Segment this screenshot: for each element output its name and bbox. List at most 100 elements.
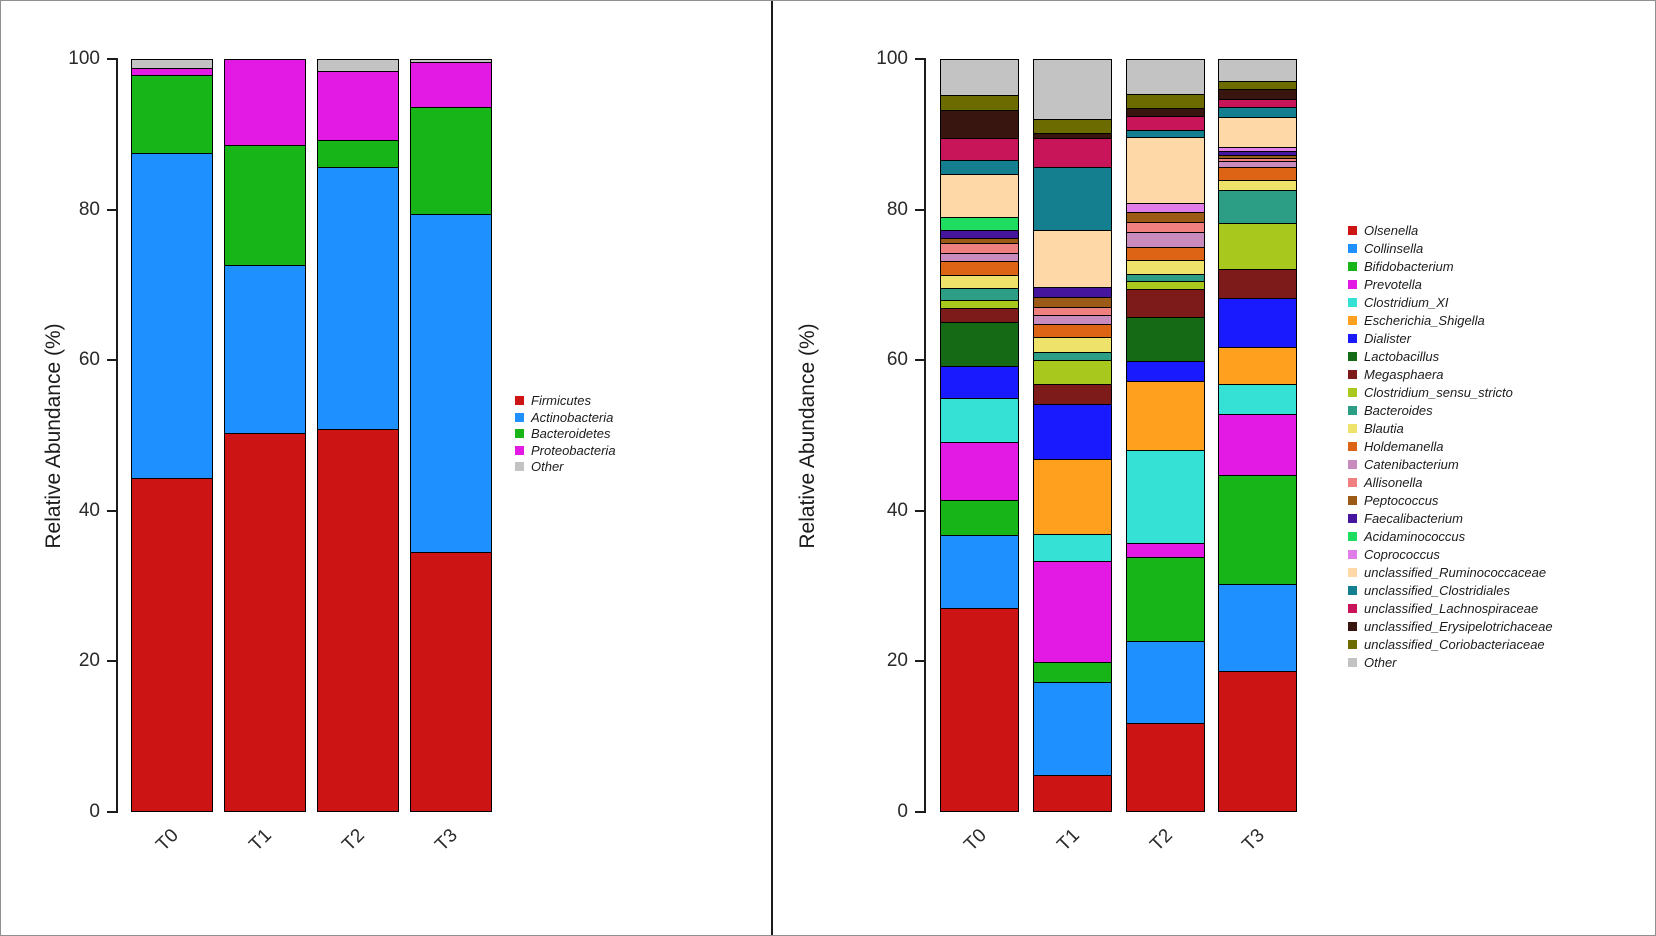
bar-segment-Bacteroidetes <box>318 139 398 167</box>
bar-segment-Prevotella <box>1127 543 1204 557</box>
panel-divider <box>771 1 773 935</box>
left-y-tick-label: 80 <box>78 198 100 220</box>
legend-swatch-Faecalibacterium <box>1348 514 1357 523</box>
legend-label: Holdemanella <box>1364 439 1444 454</box>
bar-segment-unclassified_Ruminococcaceae <box>1127 136 1204 203</box>
legend-swatch-Other <box>515 462 524 471</box>
bar-segment-Faecalibacterium <box>1219 150 1296 156</box>
bar-segment-Clostridium_XI <box>1219 384 1296 415</box>
bar-segment-Megasphaera <box>1127 288 1204 318</box>
right-y-tick <box>915 509 924 512</box>
bar-segment-unclassified_Ruminococcaceae <box>1034 230 1111 287</box>
legend-label: Other <box>1364 655 1397 670</box>
left-y-tick-label: 20 <box>78 650 100 672</box>
left-x-label-T2: T2 <box>338 825 369 856</box>
bar-segment-Bifidobacterium <box>941 499 1018 536</box>
right-y-tick-label: 20 <box>886 650 908 672</box>
bar-segment-Bacteroides <box>1034 352 1111 361</box>
bar-segment-Megasphaera <box>941 307 1018 322</box>
bar-segment-unclassified_Erysipelotrichaceae <box>1127 108 1204 117</box>
bar-segment-Olsenella <box>941 608 1018 811</box>
left-y-tick <box>107 660 116 663</box>
bar-segment-Other <box>411 60 491 63</box>
bar-segment-Bacteroidetes <box>225 144 305 266</box>
legend-swatch-Clostridium_XI <box>1348 298 1357 307</box>
legend-swatch-Bifidobacterium <box>1348 262 1357 271</box>
bar-segment-Peptococcus <box>1219 155 1296 159</box>
bar-segment-Actinobacteria <box>411 213 491 552</box>
bar-segment-Blautia <box>1219 180 1296 190</box>
legend-swatch-Bacteroidetes <box>515 429 524 438</box>
legend-label: Catenibacterium <box>1364 457 1459 472</box>
legend-swatch-unclassified_Coriobacteriaceae <box>1348 640 1357 649</box>
bar-segment-Clostridium_XI <box>1127 449 1204 544</box>
left-bar-T1 <box>224 59 306 812</box>
right-y-tick-label: 80 <box>886 198 908 220</box>
bar-segment-Clostridium_sensu_stricto <box>1034 360 1111 384</box>
bar-segment-Proteobacteria <box>411 62 491 107</box>
bar-segment-Actinobacteria <box>132 153 212 479</box>
legend-label: Dialister <box>1364 331 1411 346</box>
bar-segment-Coprococcus <box>1127 202 1204 213</box>
bar-segment-unclassified_Clostridiales <box>941 159 1018 175</box>
bar-segment-Blautia <box>941 274 1018 289</box>
legend-label: Bacteroides <box>1364 403 1433 418</box>
bar-segment-unclassified_Clostridiales <box>1034 167 1111 231</box>
bar-segment-Peptococcus <box>1127 212 1204 223</box>
right-bar-T2 <box>1126 59 1205 812</box>
bar-segment-Other <box>941 60 1018 95</box>
bar-segment-Holdemanella <box>941 261 1018 275</box>
legend-label: Bacteroidetes <box>531 426 611 441</box>
bar-segment-Clostridium_sensu_stricto <box>1219 222 1296 270</box>
legend-swatch-Proteobacteria <box>515 445 524 455</box>
bar-segment-Blautia <box>1034 337 1111 353</box>
bar-segment-Peptococcus <box>941 237 1018 244</box>
bar-segment-Prevotella <box>1034 560 1111 663</box>
legend-swatch-Prevotella <box>1348 280 1357 289</box>
bar-segment-Firmicutes <box>225 433 305 811</box>
bar-segment-Allisonella <box>1127 222 1204 232</box>
bar-segment-Lactobacillus <box>941 321 1018 367</box>
bar-segment-Escherichia_Shigella <box>1127 381 1204 450</box>
bar-segment-Firmicutes <box>411 551 491 811</box>
left-bar-T0 <box>131 59 213 812</box>
bar-segment-Allisonella <box>1034 307 1111 316</box>
left-y-tick <box>107 359 116 362</box>
legend-label: Escherichia_Shigella <box>1364 313 1485 328</box>
legend-label: unclassified_Erysipelotrichaceae <box>1364 619 1553 634</box>
legend-swatch-Olsenella <box>1348 226 1357 235</box>
right-y-tick-label: 60 <box>886 349 908 371</box>
legend-label: unclassified_Lachnospiraceae <box>1364 601 1539 616</box>
bar-segment-unclassified_Ruminococcaceae <box>1219 117 1296 148</box>
bar-segment-Bifidobacterium <box>1127 557 1204 642</box>
legend-swatch-Escherichia_Shigella <box>1348 316 1357 325</box>
left-y-tick <box>107 58 116 60</box>
bar-segment-Bacteroides <box>1219 189 1296 223</box>
legend-label: Firmicutes <box>531 393 591 408</box>
bar-segment-Firmicutes <box>318 429 398 811</box>
bar-segment-Catenibacterium <box>1127 231 1204 247</box>
left-y-axis-title: Relative Abundance (%) <box>42 323 65 549</box>
legend-label: Bifidobacterium <box>1364 259 1454 274</box>
bar-segment-unclassified_Erysipelotrichaceae <box>1034 132 1111 139</box>
bar-segment-Allisonella <box>941 243 1018 253</box>
legend-label: Olsenella <box>1364 223 1419 238</box>
left-y-tick <box>107 208 116 211</box>
right-y-tick <box>915 208 924 211</box>
left-y-tick <box>107 811 116 813</box>
right-y-tick <box>915 811 924 813</box>
bar-segment-unclassified_Lachnospiraceae <box>1219 99 1296 108</box>
legend-label: Peptococcus <box>1364 493 1439 508</box>
bar-segment-Clostridium_XI <box>1034 534 1111 561</box>
legend-label: unclassified_Ruminococcaceae <box>1364 565 1547 580</box>
bar-segment-Dialister <box>1219 297 1296 348</box>
bar-segment-unclassified_Ruminococcaceae <box>941 174 1018 217</box>
bar-segment-unclassified_Clostridiales <box>1219 107 1296 118</box>
legend-label: Allisonella <box>1364 475 1423 490</box>
legend-swatch-Clostridium_sensu_stricto <box>1348 388 1357 397</box>
right-x-label-T3: T3 <box>1237 825 1269 856</box>
legend-label: Proteobacteria <box>531 442 616 458</box>
right-y-tick <box>915 58 924 60</box>
left-x-label-T1: T1 <box>245 825 276 856</box>
bar-segment-Collinsella <box>1034 682 1111 775</box>
